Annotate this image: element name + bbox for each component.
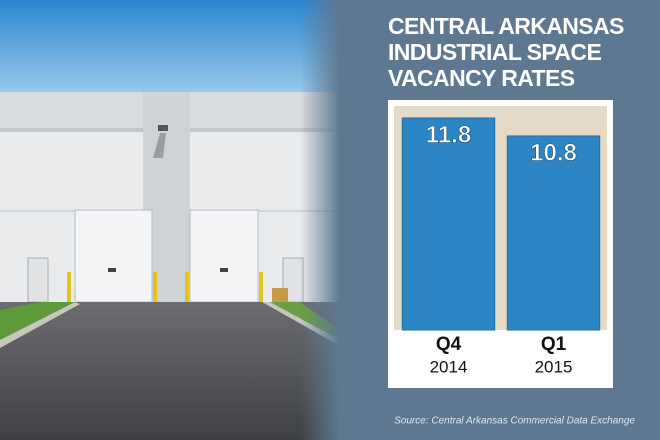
source-note: Source: Central Arkansas Commercial Data… <box>394 416 635 427</box>
x-tick-label: Q4 <box>436 334 462 355</box>
chart-title: CENTRAL ARKANSAS INDUSTRIAL SPACE VACANC… <box>388 13 624 91</box>
photo <box>0 0 340 440</box>
x-tick-sublabel: 2014 <box>430 357 468 376</box>
bar <box>401 117 496 331</box>
x-tick-sublabel: 2015 <box>535 357 573 376</box>
x-tick-label: Q1 <box>541 334 567 355</box>
value-label: 11.8 <box>426 121 471 148</box>
bar <box>506 135 601 331</box>
value-label: 10.8 <box>530 139 577 166</box>
